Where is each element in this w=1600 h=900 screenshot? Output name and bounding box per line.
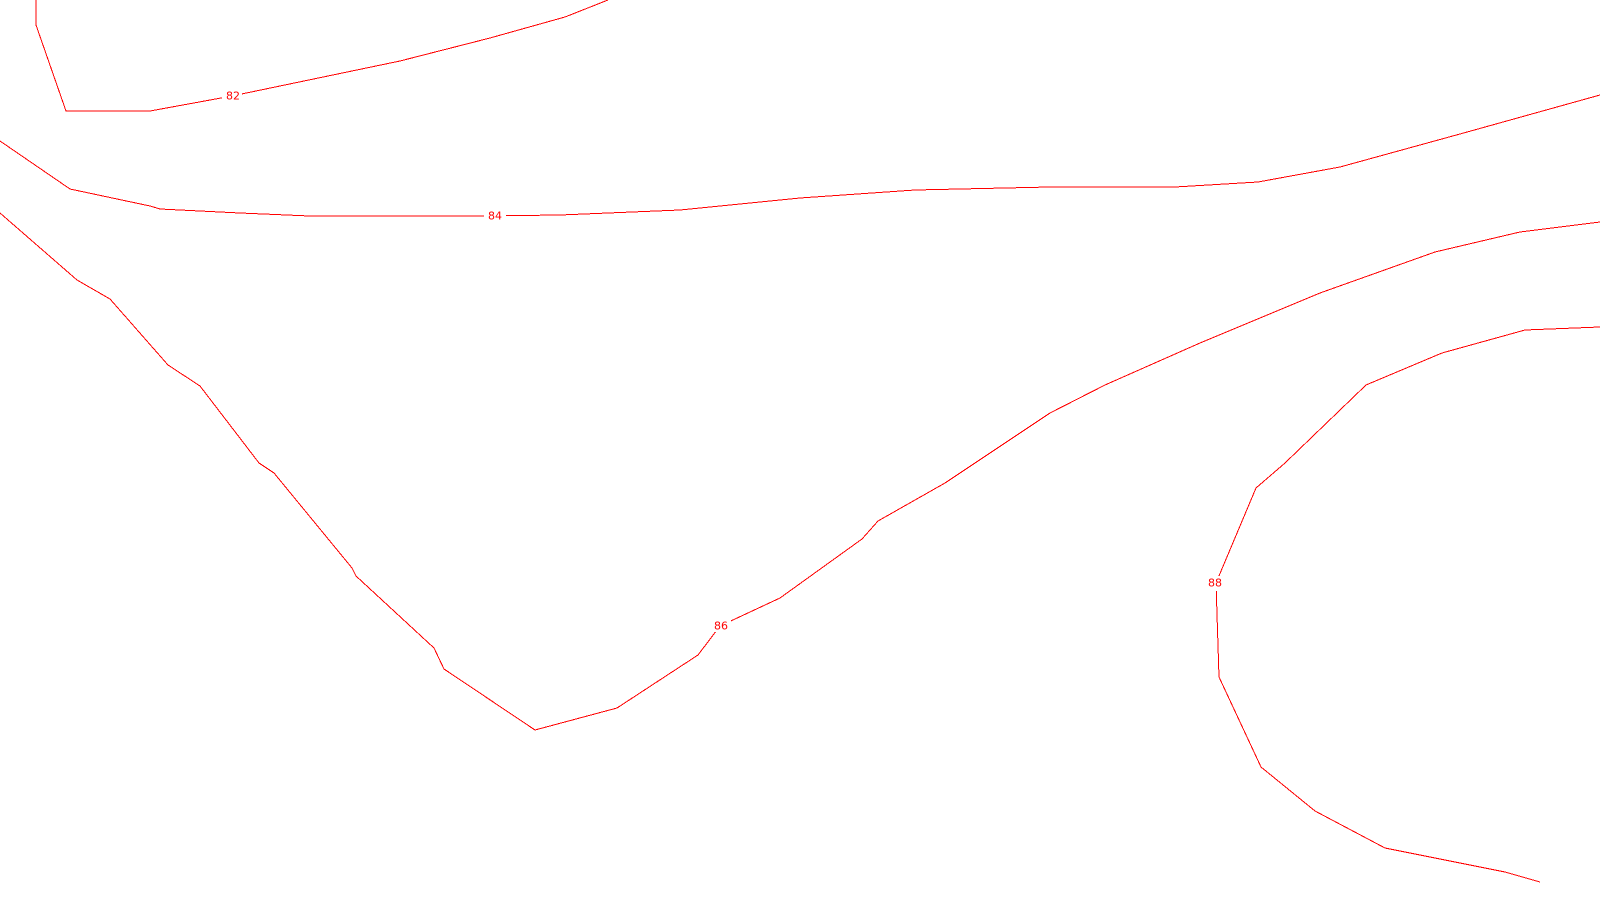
contour-label-82: 82 <box>226 90 240 103</box>
contour-88: 88 <box>1205 326 1600 883</box>
contour-84: 84 <box>0 94 1600 223</box>
contour-label-88: 88 <box>1208 577 1222 590</box>
contour-label-86: 86 <box>714 620 728 633</box>
contour-88-label-bg <box>1205 576 1225 591</box>
contour-86-label-bg <box>711 618 731 632</box>
contour-82-line <box>35 0 609 112</box>
contour-86-line <box>0 212 1600 731</box>
contour-88-line <box>1215 326 1600 883</box>
contour-84-label-bg <box>484 209 506 223</box>
contour-82: 82 <box>35 0 609 112</box>
contour-label-84: 84 <box>488 210 502 223</box>
contour-82-label-bg <box>222 89 242 103</box>
contour-84-line <box>0 94 1600 217</box>
contour-86: 86 <box>0 212 1600 731</box>
